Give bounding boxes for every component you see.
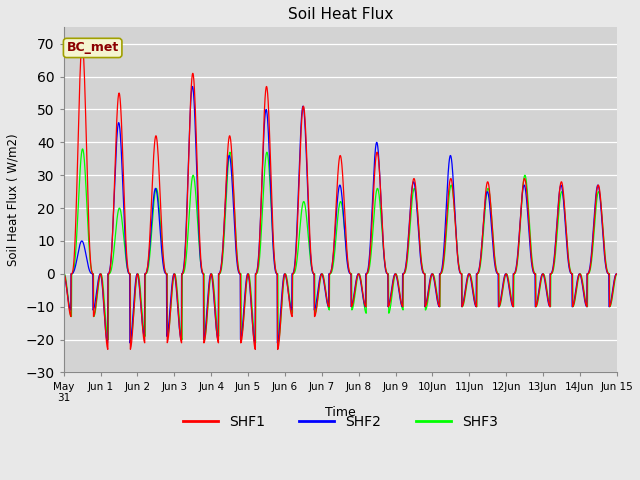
SHF3 xyxy=(275,340,282,346)
SHF3 xyxy=(369,231,376,237)
SHF1 xyxy=(369,207,376,213)
SHF2 xyxy=(189,84,196,89)
SHF1 xyxy=(78,41,86,47)
SHF3 xyxy=(502,273,509,279)
Line: SHF1: SHF1 xyxy=(64,44,617,349)
SHF2 xyxy=(564,259,572,264)
SHF1 xyxy=(356,276,364,282)
SHF2 xyxy=(252,340,259,346)
X-axis label: Time: Time xyxy=(325,406,356,419)
Y-axis label: Soil Heat Flux ( W/m2): Soil Heat Flux ( W/m2) xyxy=(7,133,20,266)
SHF2 xyxy=(502,271,509,277)
SHF2 xyxy=(580,291,588,297)
Text: BC_met: BC_met xyxy=(67,41,119,54)
SHF2 xyxy=(356,278,364,284)
SHF1 xyxy=(274,347,282,352)
SHF1 xyxy=(564,255,572,261)
SHF3 xyxy=(356,275,364,281)
SHF3 xyxy=(60,271,68,277)
SHF3 xyxy=(214,332,222,337)
SHF2 xyxy=(214,337,222,343)
SHF3 xyxy=(580,286,588,291)
SHF1 xyxy=(613,271,621,277)
SHF3 xyxy=(564,253,572,259)
SHF1 xyxy=(60,271,68,277)
SHF1 xyxy=(214,339,222,345)
SHF2 xyxy=(369,194,376,200)
Line: SHF3: SHF3 xyxy=(64,149,617,343)
Line: SHF2: SHF2 xyxy=(64,86,617,343)
SHF1 xyxy=(580,288,588,294)
SHF2 xyxy=(613,271,621,277)
SHF1 xyxy=(502,272,509,278)
Legend: SHF1, SHF2, SHF3: SHF1, SHF2, SHF3 xyxy=(177,409,503,434)
SHF2 xyxy=(60,271,68,277)
SHF3 xyxy=(613,271,621,277)
Title: Soil Heat Flux: Soil Heat Flux xyxy=(287,7,393,22)
SHF3 xyxy=(79,146,86,152)
